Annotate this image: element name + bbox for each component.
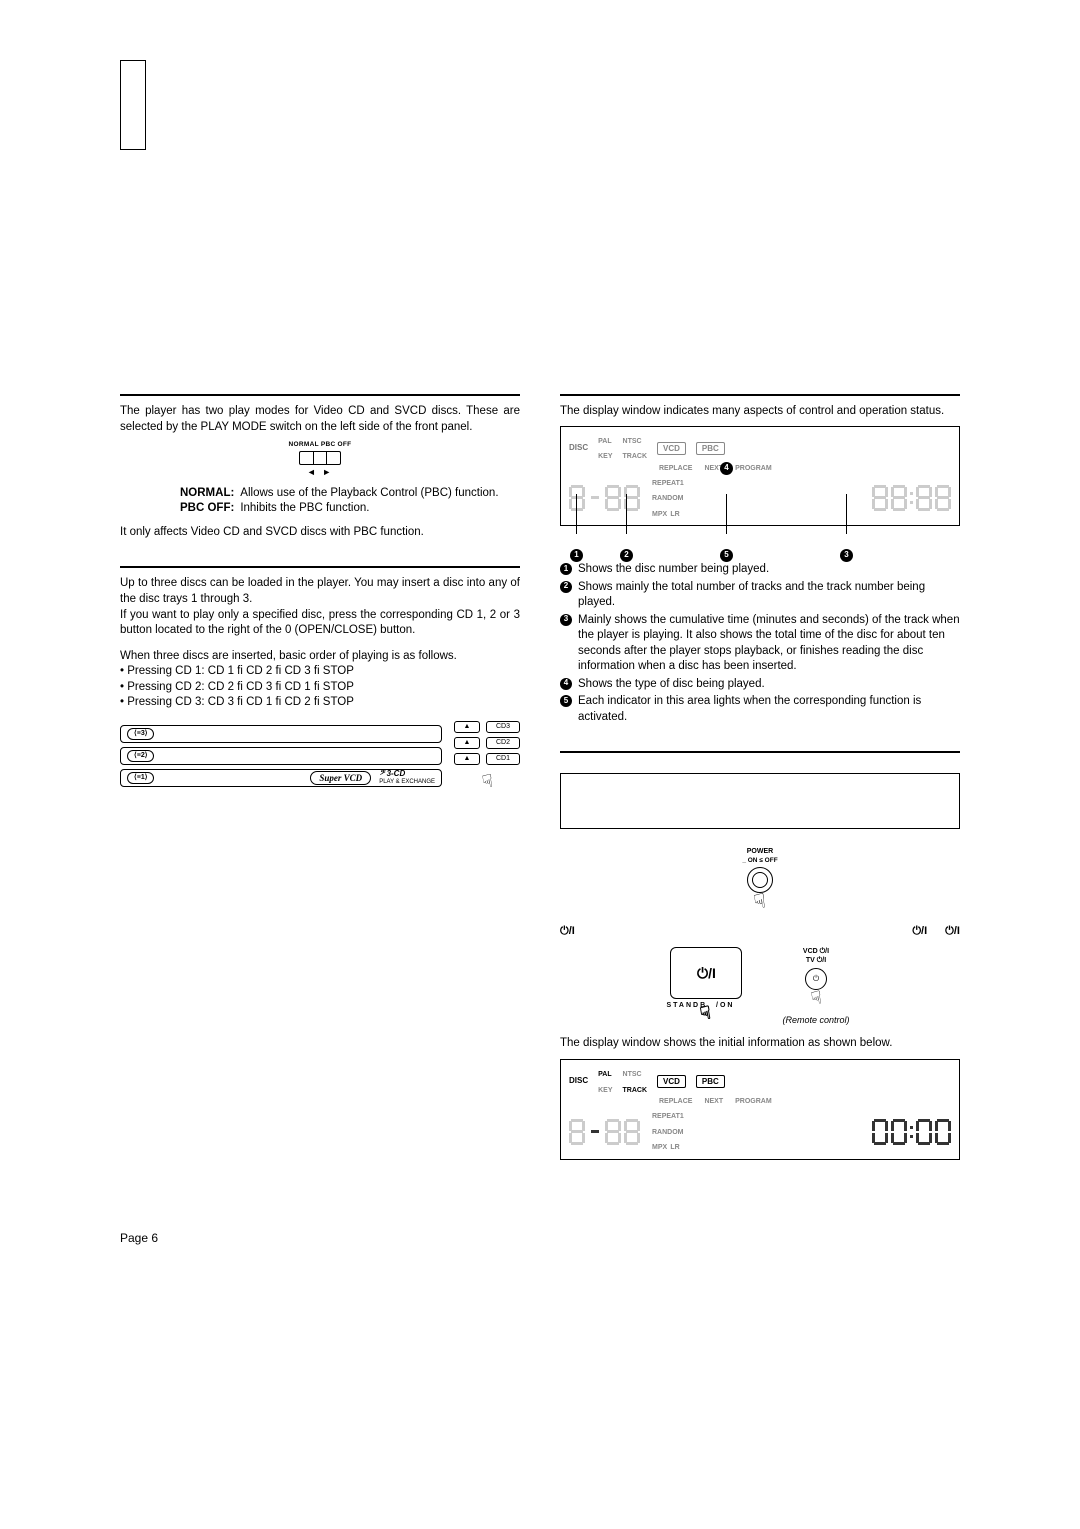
tray-1-label: ⟨≡1⟩ — [127, 772, 154, 784]
power-on-after-text: The display window shows the initial inf… — [560, 1036, 960, 1052]
standby-label-r: /ON — [716, 1001, 734, 1010]
right-column: The display window indicates many aspect… — [560, 390, 960, 1170]
seg-disc-num — [569, 485, 585, 511]
cd-button-2[interactable]: CD2 — [486, 737, 520, 749]
power-label: POWER — [560, 847, 960, 856]
section-rule-r1 — [560, 394, 960, 396]
disc-trays-diagram: ⟨≡3⟩ ⟨≡2⟩ ⟨≡1⟩ Super VCD 𝄢 3-CD PLAY & E… — [120, 721, 520, 791]
tray-3-label: ⟨≡3⟩ — [127, 728, 154, 740]
legend-1: Shows the disc number being played. — [578, 562, 769, 578]
play-order-list: Pressing CD 1: CD 1 ﬁ CD 2 ﬁ CD 3 ﬁ STOP… — [120, 664, 520, 711]
highlight-box — [560, 773, 960, 829]
play-order-1: Pressing CD 1: CD 1 ﬁ CD 2 ﬁ CD 3 ﬁ STOP — [120, 664, 520, 680]
remote-label-vcd: VCD ⏻/I — [782, 947, 849, 956]
remote-button-diagram: VCD ⏻/I TV ⏻/I ⏻ ☟ (Remote control) — [782, 947, 849, 1025]
callout-5: 5 — [720, 549, 733, 562]
play-mode-switch-label: NORMAL PBC OFF — [260, 441, 380, 450]
multicd-para2: If you want to play only a specified dis… — [120, 608, 520, 639]
section-rule — [120, 394, 520, 396]
seg-time — [872, 485, 951, 511]
callout-2: 2 — [620, 549, 633, 562]
power-symbol-left: ⏻/I — [560, 924, 575, 939]
eject-button-2[interactable]: ▲ — [454, 737, 480, 749]
cd-button-3[interactable]: CD3 — [486, 721, 520, 733]
section-rule-2 — [120, 566, 520, 568]
legend-2: Shows mainly the total number of tracks … — [578, 580, 960, 611]
cd-button-1[interactable]: CD1 — [486, 753, 520, 765]
callout-markers: 4 1 2 5 3 — [560, 534, 960, 562]
display-window-initial: DISC PAL KEY NTSC TRACK VCD PBC REPLACE … — [560, 1059, 960, 1160]
dw-vcd-chip: VCD — [657, 442, 686, 455]
section-icon-box — [120, 60, 146, 150]
normal-key: NORMAL: — [180, 486, 234, 502]
legend-3: Mainly shows the cumulative time (minute… — [578, 613, 960, 675]
left-column: The player has two play modes for Video … — [120, 390, 520, 1170]
threecd-label: 𝄢 3-CD PLAY & EXCHANGE — [379, 770, 435, 786]
play-mode-note: It only affects Video CD and SVCD discs … — [120, 525, 520, 541]
callout-4: 4 — [720, 462, 733, 475]
tray-1: ⟨≡1⟩ Super VCD 𝄢 3-CD PLAY & EXCHANGE — [120, 769, 442, 787]
display-window-intro: The display window indicates many aspect… — [560, 404, 960, 420]
power-sublabel: _ ON ≤ OFF — [560, 857, 960, 866]
display-window-legend: 1Shows the disc number being played. 2Sh… — [560, 562, 960, 725]
display-window-diagram: DISC PAL KEY NTSC TRACK VCD PBC REPLACE … — [560, 426, 960, 527]
remote-caption: (Remote control) — [782, 1014, 849, 1026]
normal-text: Allows use of the Playback Control (PBC)… — [240, 486, 498, 502]
switch-arrows: ◄ ► — [260, 466, 380, 478]
play-mode-switch-diagram: NORMAL PBC OFF ◄ ► — [260, 441, 380, 478]
multicd-para1: Up to three discs can be loaded in the p… — [120, 576, 520, 607]
play-mode-intro: The player has two play modes for Video … — [120, 404, 520, 435]
play-order-3: Pressing CD 3: CD 3 ﬁ CD 1 ﬁ CD 2 ﬁ STOP — [120, 695, 520, 711]
pbcoff-key: PBC OFF: — [180, 501, 234, 517]
play-order-2: Pressing CD 2: CD 2 ﬁ CD 3 ﬁ CD 1 ﬁ STOP — [120, 680, 520, 696]
hand-pointer-icon: ☟ — [752, 889, 769, 918]
pbcoff-text: Inhibits the PBC function. — [240, 501, 369, 517]
callout-3: 3 — [840, 549, 853, 562]
standby-button-diagram: ⏻/I STANDB ☟ /ON — [670, 947, 742, 1025]
switch-box — [299, 451, 341, 465]
hand-pointer-icon: ☟ — [808, 986, 823, 1012]
dw-pbc-chip: PBC — [696, 442, 725, 455]
section-rule-r2 — [560, 751, 960, 753]
page-number: Page 6 — [120, 1230, 960, 1246]
tray-2: ⟨≡2⟩ — [120, 747, 442, 765]
power-button-diagram: POWER _ ON ≤ OFF ☟ — [560, 847, 960, 916]
eject-button-1[interactable]: ▲ — [454, 753, 480, 765]
hand-pointer-icon: ☟ — [698, 1000, 715, 1026]
eject-button-3[interactable]: ▲ — [454, 721, 480, 733]
legend-5: Each indicator in this area lights when … — [578, 694, 960, 725]
dw-disc-label: DISC — [569, 443, 588, 454]
remote-label-tv: TV ⏻/I — [782, 956, 849, 965]
power-symbol-r1: ⏻/I — [912, 924, 927, 939]
callout-1: 1 — [570, 549, 583, 562]
hand-pointer-icon: ☟ — [480, 763, 522, 794]
legend-4: Shows the type of disc being played. — [578, 677, 765, 693]
standby-button[interactable]: ⏻/I — [670, 947, 742, 999]
svcd-badge: Super VCD — [310, 771, 371, 785]
tray-2-label: ⟨≡2⟩ — [127, 750, 154, 762]
multicd-order-intro: When three discs are inserted, basic ord… — [120, 649, 520, 665]
power-symbol-r2: ⏻/I — [945, 924, 960, 939]
seg-track-num — [605, 485, 640, 511]
tray-3: ⟨≡3⟩ — [120, 725, 442, 743]
